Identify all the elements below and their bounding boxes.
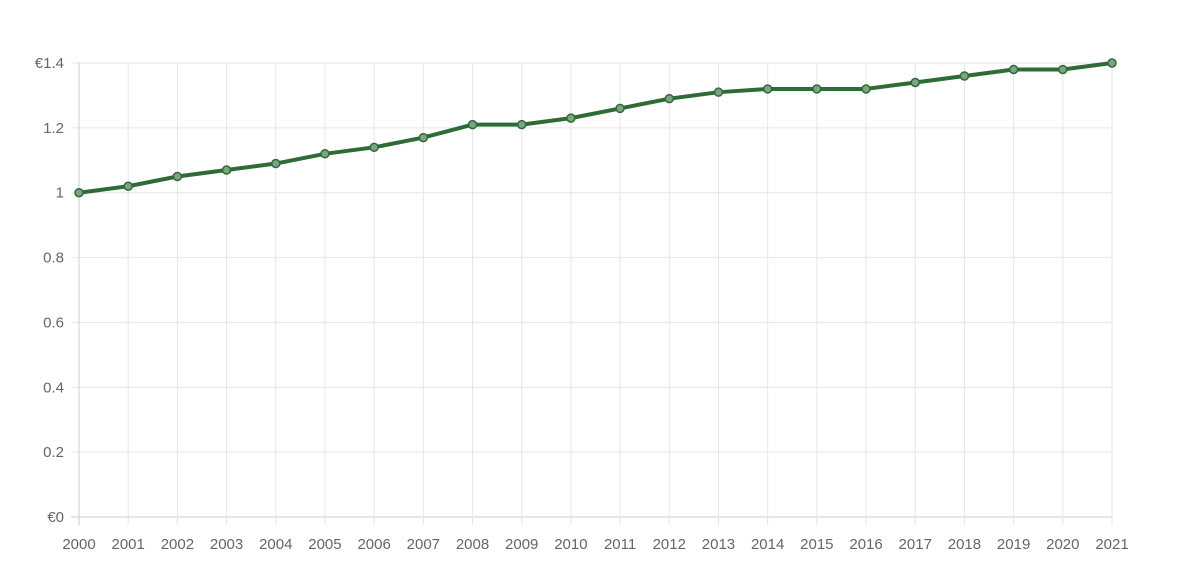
x-tick-label: 2017	[899, 536, 932, 553]
x-tick-label: 2016	[849, 536, 882, 553]
grid	[71, 62, 1113, 525]
data-point	[910, 77, 920, 88]
x-tick-label: 2006	[357, 536, 390, 553]
data-point	[959, 71, 970, 81]
y-tick-label: 1.2	[43, 120, 64, 137]
x-tick-label: 2005	[308, 536, 341, 553]
x-tick-label: 2019	[997, 536, 1030, 553]
data-point	[221, 165, 232, 175]
y-tick-label: 0.4	[43, 379, 64, 396]
x-tick-label: 2013	[702, 536, 735, 553]
data-point	[1107, 58, 1117, 68]
data-point	[320, 149, 330, 159]
data-point	[516, 119, 527, 130]
x-tick-label: 2004	[259, 536, 292, 553]
data-point	[615, 103, 625, 114]
y-tick-label: 0.6	[43, 314, 64, 331]
x-tick-label: 2000	[62, 536, 95, 553]
data-point	[172, 171, 183, 182]
y-tick-label: 1	[56, 185, 64, 202]
x-tick-label: 2003	[210, 536, 243, 553]
series	[74, 58, 1117, 198]
y-axis: €0 0.2 0.4 0.6 0.8 1 1.2 €1.4	[35, 55, 64, 526]
data-point	[713, 87, 724, 97]
x-tick-label: 2015	[800, 536, 833, 553]
data-point	[861, 84, 871, 94]
data-point	[762, 84, 773, 94]
data-point	[467, 119, 478, 130]
x-tick-label: 2011	[604, 536, 636, 553]
x-tick-label: 2010	[554, 536, 587, 553]
x-tick-label: 2002	[161, 536, 194, 553]
y-tick-label: 0.2	[43, 444, 64, 461]
data-point	[566, 113, 576, 123]
y-tick-label: €1.4	[35, 55, 64, 72]
x-tick-label: 2018	[948, 536, 981, 553]
x-axis: 2000 2001 2002 2003 2004 2005 2006 2007 2008 2009…	[62, 536, 1128, 553]
data-point	[1058, 64, 1068, 75]
data-point	[74, 187, 84, 198]
y-tick-label: €0	[47, 509, 64, 526]
x-tick-label: 2009	[505, 536, 538, 553]
x-tick-label: 2012	[653, 536, 686, 553]
data-point	[418, 132, 429, 143]
y-tick-label: 0.8	[43, 250, 64, 267]
x-tick-label: 2020	[1046, 536, 1079, 553]
data-point	[812, 84, 822, 94]
data-point	[369, 142, 379, 153]
series-line	[78, 61, 1113, 195]
data-point	[664, 93, 675, 104]
x-tick-label: 2007	[407, 536, 440, 553]
x-tick-label: 2021	[1095, 536, 1128, 553]
x-tick-label: 2008	[456, 536, 489, 553]
x-tick-label: 2014	[751, 536, 784, 553]
data-point	[271, 158, 281, 169]
data-point	[1008, 64, 1019, 75]
data-point	[123, 181, 133, 191]
x-tick-label: 2001	[112, 536, 145, 553]
